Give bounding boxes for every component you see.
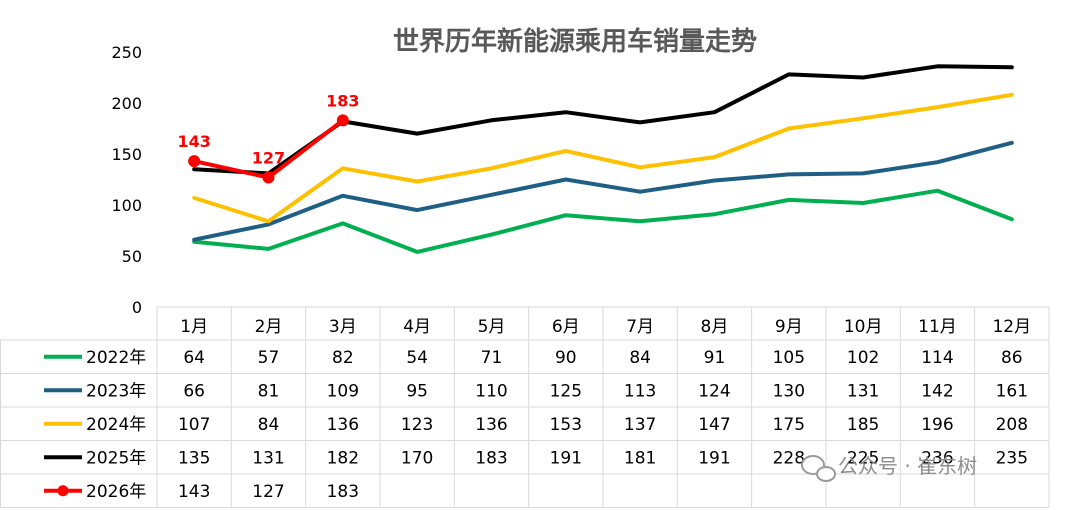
data-label: 127 xyxy=(252,148,285,167)
table-cell: 107 xyxy=(178,415,210,435)
data-labels: 143 127 183 xyxy=(177,91,359,167)
series-marker xyxy=(336,114,349,127)
table-cell: 91 xyxy=(704,348,726,368)
table-cell: 114 xyxy=(921,348,953,368)
table-cell: 137 xyxy=(624,415,656,435)
table-cell: 109 xyxy=(327,381,359,401)
table-cell: 185 xyxy=(847,415,879,435)
y-tick-label: 100 xyxy=(111,196,142,215)
table-cell: 90 xyxy=(555,348,577,368)
table-cell: 131 xyxy=(847,381,879,401)
table-cell: 208 xyxy=(996,415,1028,435)
table-cell: 57 xyxy=(258,348,280,368)
x-tick-label: 3月 xyxy=(329,317,357,337)
table-cell: 235 xyxy=(996,448,1028,468)
x-tick-label: 8月 xyxy=(701,317,729,337)
legend-label: 2023年 xyxy=(86,381,146,401)
x-tick-label: 9月 xyxy=(775,317,803,337)
series-markers xyxy=(188,114,349,184)
data-table: 2022年 64 57 82 54 71 90 84 91 105 102 114 86 2023年 66 8… xyxy=(44,348,1028,502)
y-axis: 0 50 100 150 200 250 xyxy=(111,43,142,317)
x-tick-label: 10月 xyxy=(844,317,883,337)
table-cell: 71 xyxy=(481,348,503,368)
table-cell: 84 xyxy=(629,348,651,368)
data-table-grid xyxy=(0,306,1050,508)
x-tick-label: 11月 xyxy=(918,317,957,337)
table-cell: 82 xyxy=(332,348,354,368)
table-cell: 102 xyxy=(847,348,879,368)
y-tick-label: 0 xyxy=(132,298,142,317)
table-cell: 153 xyxy=(550,415,582,435)
x-axis-labels: 1月 2月 3月 4月 5月 6月 7月 8月 9月 10月 11月 12月 xyxy=(180,317,1031,337)
table-cell: 110 xyxy=(475,381,507,401)
x-tick-label: 2月 xyxy=(255,317,283,337)
table-cell: 183 xyxy=(475,448,507,468)
legend-marker xyxy=(57,485,69,497)
legend-label: 2025年 xyxy=(86,448,146,468)
table-cell: 127 xyxy=(252,482,284,502)
series-line xyxy=(192,140,1014,242)
table-cell: 161 xyxy=(996,381,1028,401)
x-tick-label: 1月 xyxy=(180,317,208,337)
series-line xyxy=(192,188,1014,254)
table-cell: 84 xyxy=(258,415,280,435)
y-tick-label: 50 xyxy=(122,247,142,266)
wechat-icon xyxy=(801,455,836,482)
table-cell: 142 xyxy=(921,381,953,401)
table-cell: 105 xyxy=(773,348,805,368)
series-marker xyxy=(262,171,275,184)
chart-title: 世界历年新能源乘用车销量走势 xyxy=(393,26,757,57)
x-tick-label: 6月 xyxy=(552,317,580,337)
table-cell: 183 xyxy=(327,482,359,502)
series-marker xyxy=(188,155,201,168)
table-cell: 64 xyxy=(183,348,205,368)
y-tick-label: 150 xyxy=(111,145,142,164)
y-tick-label: 250 xyxy=(111,43,142,62)
table-cell: 95 xyxy=(406,381,428,401)
watermark: 公众号 · 崔东树 xyxy=(801,454,977,482)
table-cell: 135 xyxy=(178,448,210,468)
table-cell: 136 xyxy=(327,415,359,435)
x-tick-label: 12月 xyxy=(992,317,1031,337)
table-cell: 147 xyxy=(698,415,730,435)
table-cell: 81 xyxy=(258,381,280,401)
table-cell: 236 xyxy=(921,448,953,468)
table-cell: 191 xyxy=(550,448,582,468)
table-cell: 228 xyxy=(773,448,805,468)
table-cell: 143 xyxy=(178,482,210,502)
legend-label: 2022年 xyxy=(86,348,146,368)
table-cell: 191 xyxy=(698,448,730,468)
table-cell: 175 xyxy=(773,415,805,435)
data-label: 183 xyxy=(326,91,359,110)
legend-label: 2024年 xyxy=(86,415,146,435)
table-cell: 124 xyxy=(698,381,730,401)
y-tick-label: 200 xyxy=(111,94,142,113)
table-cell: 125 xyxy=(550,381,582,401)
table-cell: 225 xyxy=(847,448,879,468)
table-cell: 54 xyxy=(406,348,428,368)
watermark-text: 公众号 · 崔东树 xyxy=(838,454,977,478)
table-cell: 131 xyxy=(252,448,284,468)
table-cell: 123 xyxy=(401,415,433,435)
table-cell: 66 xyxy=(183,381,205,401)
series-lines xyxy=(192,64,1014,254)
table-cell: 181 xyxy=(624,448,656,468)
x-tick-label: 5月 xyxy=(478,317,506,337)
x-tick-label: 4月 xyxy=(403,317,431,337)
table-cell: 170 xyxy=(401,448,433,468)
table-cell: 182 xyxy=(327,448,359,468)
legend-label: 2026年 xyxy=(86,482,146,502)
table-cell: 113 xyxy=(624,381,656,401)
x-tick-label: 7月 xyxy=(626,317,654,337)
series-line xyxy=(192,92,1014,224)
table-cell: 136 xyxy=(475,415,507,435)
data-label: 143 xyxy=(177,132,210,151)
table-cell: 196 xyxy=(921,415,953,435)
table-cell: 130 xyxy=(773,381,805,401)
table-cell: 86 xyxy=(1001,348,1023,368)
